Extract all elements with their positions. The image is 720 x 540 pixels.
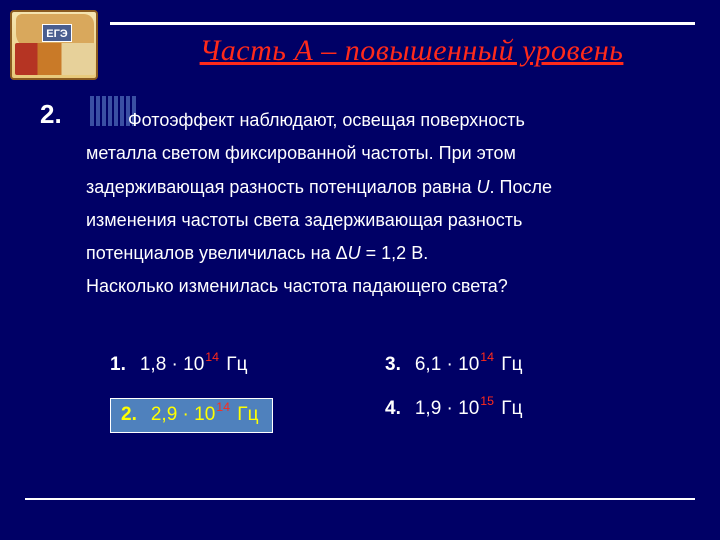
answer-4-num: 4. xyxy=(385,398,401,420)
slide-title: Часть А – повышенный уровень xyxy=(128,34,695,68)
answer-2-pre: 2,9 · 10 xyxy=(151,404,215,425)
logo-badge: ЕГЭ xyxy=(10,10,98,80)
answer-2-post: Гц xyxy=(232,404,258,425)
answer-2-highlight: 2. 2,9 · 1014 Гц xyxy=(110,398,273,433)
footer-rule xyxy=(25,498,695,500)
answer-2-num: 2. xyxy=(121,404,137,426)
header-rule xyxy=(110,22,695,25)
q-line3a: задерживающая разность потенциалов равна xyxy=(86,177,477,197)
answer-3-post: Гц xyxy=(496,354,522,375)
answer-4-post: Гц xyxy=(496,398,522,419)
answer-1-pre: 1,8 · 10 xyxy=(140,354,204,375)
q-line4: изменения частоты света задерживающая ра… xyxy=(86,210,522,230)
q-var-u1: U xyxy=(477,177,490,197)
answer-1: 1. 1,8 · 1014 Гц xyxy=(110,354,385,376)
logo-books-shape xyxy=(15,43,95,75)
question-text: Фотоэффект наблюдают, освещая поверхност… xyxy=(86,104,675,304)
answer-1-exp: 14 xyxy=(205,350,219,364)
answer-2-exp: 14 xyxy=(216,400,230,414)
answer-4-pre: 1,9 · 10 xyxy=(415,398,479,419)
answer-4: 4. 1,9 · 1015 Гц xyxy=(385,398,522,433)
answer-3-num: 3. xyxy=(385,354,401,376)
q-line5b: = 1,2 В. xyxy=(361,243,429,263)
logo-tag: ЕГЭ xyxy=(42,24,72,42)
q-line3b: . После xyxy=(490,177,552,197)
answer-1-post: Гц xyxy=(221,354,247,375)
answer-3-pre: 6,1 · 10 xyxy=(415,354,479,375)
q-var-u2: U xyxy=(348,243,361,263)
question-number: 2. xyxy=(40,99,62,130)
q-line5a: потенциалов увеличилась на Δ xyxy=(86,243,348,263)
answer-4-exp: 15 xyxy=(480,394,494,408)
answer-2-wrap: 2. 2,9 · 1014 Гц xyxy=(110,398,385,433)
answer-3-exp: 14 xyxy=(480,350,494,364)
q-line6: Насколько изменилась частота падающего с… xyxy=(86,276,508,296)
answer-1-num: 1. xyxy=(110,354,126,376)
answer-3: 3. 6,1 · 1014 Гц xyxy=(385,354,522,376)
q-line1: Фотоэффект наблюдают, освещая поверхност… xyxy=(128,110,525,130)
q-line2: металла светом фиксированной частоты. Пр… xyxy=(86,143,516,163)
answers-block: 1. 1,8 · 1014 Гц 3. 6,1 · 1014 Гц 2. 2,9… xyxy=(110,354,670,455)
